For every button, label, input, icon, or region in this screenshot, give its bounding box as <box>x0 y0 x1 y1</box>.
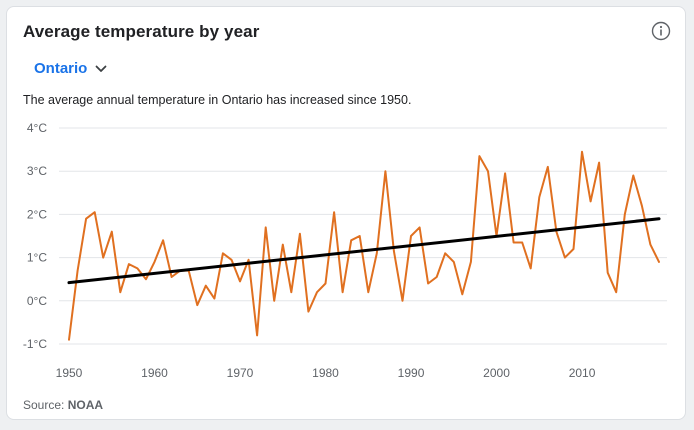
annual-temperature-point <box>376 252 378 254</box>
annual-temperature-point <box>538 196 540 198</box>
annual-temperature-point <box>521 241 523 243</box>
region-selector[interactable]: Ontario <box>34 60 107 77</box>
temperature-card: Average temperature by year Ontario The … <box>6 6 686 420</box>
annual-temperature-point <box>384 170 386 172</box>
annual-temperature-point <box>427 283 429 285</box>
annual-temperature-point <box>410 235 412 237</box>
annual-temperature-line <box>68 150 660 341</box>
temperature-chart: 4°C 3°C 2°C 1°C 0°C -1°C 1950 1960 1970 1980 1990 2… <box>23 121 667 380</box>
annual-temperature-point <box>282 244 284 246</box>
source-credit: Source: NOAA <box>23 398 103 412</box>
annual-temperature-point <box>359 235 361 237</box>
annual-temperature-point <box>248 259 250 261</box>
annual-temperature-point <box>85 218 87 220</box>
annual-temperature-point <box>102 257 104 259</box>
annual-temperature-point <box>299 233 301 235</box>
annual-temperature-point <box>273 300 275 302</box>
annual-temperature-point <box>162 239 164 241</box>
annual-temperature-point <box>222 252 224 254</box>
annual-temperature-point <box>171 276 173 278</box>
annual-temperature-point <box>68 339 70 341</box>
annual-temperature-point <box>590 200 592 202</box>
region-selector-label: Ontario <box>34 60 88 77</box>
annual-temperature-point <box>487 170 489 172</box>
annual-temperature-point <box>265 226 267 228</box>
trend-line <box>67 217 661 285</box>
annual-temperature-point <box>598 162 600 164</box>
x-tick-label: 1960 <box>141 366 168 380</box>
annual-temperature-point <box>419 226 421 228</box>
annual-temperature-point <box>478 155 480 157</box>
annual-temperature-point <box>342 291 344 293</box>
x-tick-label: 1980 <box>312 366 339 380</box>
annual-temperature-point <box>547 166 549 168</box>
annual-temperature-point <box>94 211 96 213</box>
annual-temperature-point <box>196 304 198 306</box>
x-tick-label: 1950 <box>56 366 83 380</box>
annual-temperature-point <box>230 259 232 261</box>
annual-temperature-point <box>154 261 156 263</box>
annual-temperature-point <box>393 250 395 252</box>
annual-temperature-point <box>649 244 651 246</box>
annual-temperature-point <box>316 291 318 293</box>
annual-temperature-point <box>615 291 617 293</box>
annual-temperature-point <box>325 283 327 285</box>
annual-temperature-point <box>632 175 634 177</box>
annual-temperature-point <box>470 261 472 263</box>
card-title: Average temperature by year <box>23 22 260 41</box>
y-tick-label: 4°C <box>27 121 47 135</box>
annual-temperature-point <box>350 239 352 241</box>
annual-temperature-point <box>77 270 79 272</box>
annual-temperature-point <box>513 241 515 243</box>
annual-temperature-point <box>641 205 643 207</box>
info-icon[interactable] <box>651 21 671 41</box>
annual-temperature-point <box>307 311 309 313</box>
annual-temperature-point <box>504 172 506 174</box>
annual-temperature-point <box>453 261 455 263</box>
annual-temperature-point <box>205 285 207 287</box>
y-tick-label: 3°C <box>27 164 47 178</box>
annual-temperature-point <box>444 252 446 254</box>
annual-temperature-point <box>564 257 566 259</box>
annual-temperature-point <box>239 280 241 282</box>
y-tick-label: 1°C <box>27 251 47 265</box>
annual-temperature-point <box>658 261 660 263</box>
annual-temperature-point <box>136 267 138 269</box>
y-tick-label: 0°C <box>27 294 47 308</box>
chevron-down-icon <box>95 65 107 72</box>
x-tick-label: 1990 <box>398 366 425 380</box>
annual-temperature-point <box>436 276 438 278</box>
annual-temperature-point <box>572 248 574 250</box>
source-prefix: Source: <box>23 398 68 412</box>
annual-temperature-point <box>290 291 292 293</box>
annual-temperature-point <box>145 278 147 280</box>
annual-temperature-point <box>119 291 121 293</box>
annual-temperature-point <box>367 291 369 293</box>
annual-temperature-point <box>581 151 583 153</box>
y-tick-label: -1°C <box>23 337 47 351</box>
x-tick-label: 2000 <box>483 366 510 380</box>
annual-temperature-point <box>213 298 215 300</box>
annual-temperature-point <box>128 263 130 265</box>
x-tick-label: 1970 <box>227 366 254 380</box>
annual-temperature-point <box>624 213 626 215</box>
x-tick-label: 2010 <box>569 366 596 380</box>
chart-description: The average annual temperature in Ontari… <box>23 93 412 107</box>
annual-temperature-point <box>607 272 609 274</box>
annual-temperature-point <box>111 231 113 233</box>
annual-temperature-point <box>333 211 335 213</box>
annual-temperature-point <box>256 334 258 336</box>
annual-temperature-point <box>530 267 532 269</box>
annual-temperature-point <box>401 300 403 302</box>
source-name: NOAA <box>67 398 104 412</box>
annual-temperature-point <box>461 293 463 295</box>
y-tick-label: 2°C <box>27 207 47 221</box>
